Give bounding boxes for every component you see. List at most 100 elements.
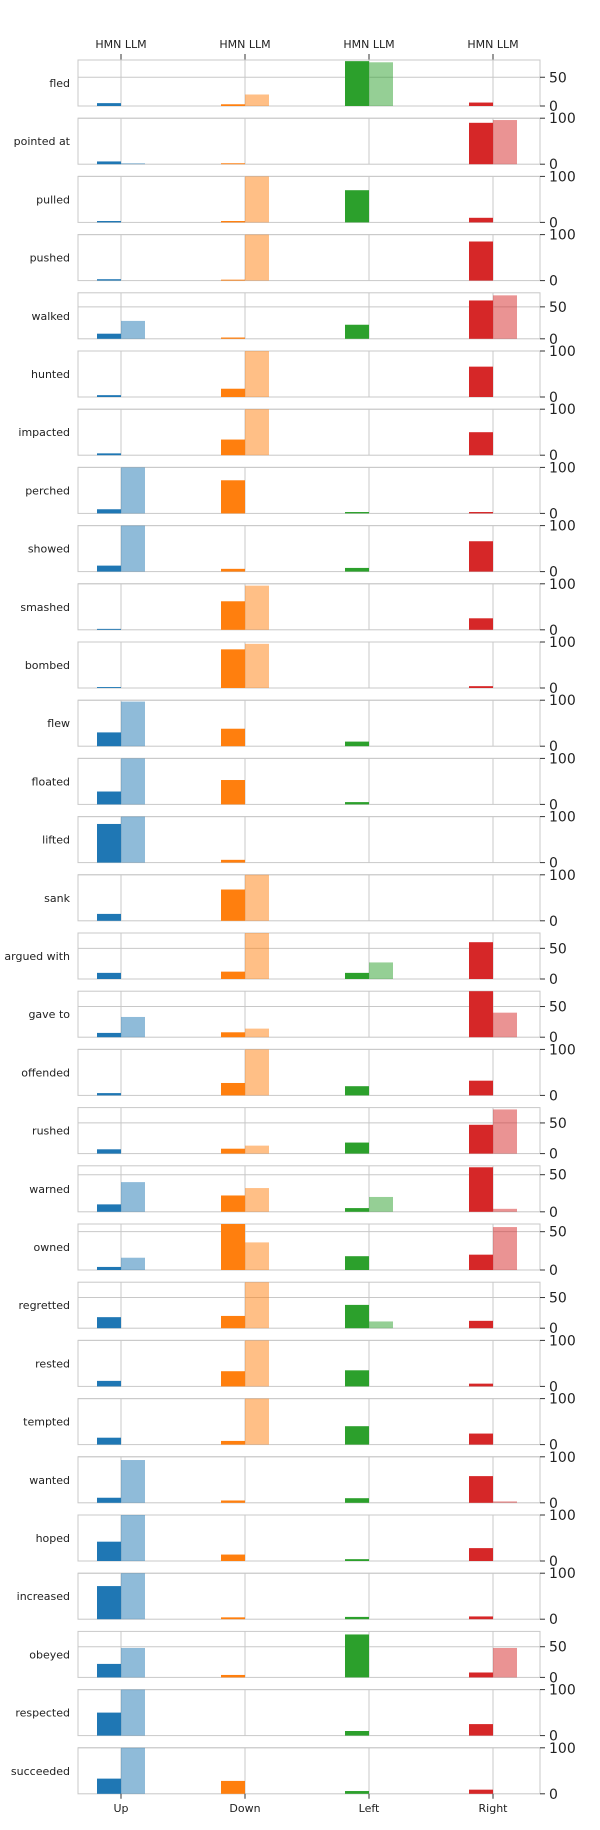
panel-frame [77, 1689, 541, 1737]
bar-hmn-down [221, 859, 245, 863]
panel-hoped: 0 100 hoped [36, 1508, 576, 1570]
bar-hmn-down [221, 279, 245, 281]
bar-hmn-up [97, 221, 121, 223]
verb-label: smashed [20, 601, 70, 614]
bar-hmn-left [345, 1256, 369, 1270]
y-tick-label: 0 [549, 1263, 558, 1279]
panel-succeeded: 0 100 succeeded [11, 1741, 576, 1803]
bar-hmn-up [97, 565, 121, 572]
bar-llm-left [369, 1196, 393, 1212]
panel-frame [77, 525, 541, 573]
panel-frame [77, 874, 541, 922]
verb-label: increased [17, 1590, 70, 1603]
bar-hmn-down [221, 1195, 245, 1212]
panel-wanted: 0 100 wanted [29, 1450, 576, 1512]
y-tick-label: 100 [549, 519, 576, 535]
y-tick-label: 50 [549, 70, 567, 86]
y-tick-label: 0 [549, 972, 558, 988]
bar-llm-up [121, 1257, 145, 1270]
y-tick-label: 50 [549, 1640, 567, 1656]
bar-llm-down [245, 1242, 269, 1270]
bar-llm-down [245, 234, 269, 281]
bar-hmn-up [97, 1437, 121, 1445]
bar-hmn-down [221, 971, 245, 979]
panel-rushed: 0 50 rushed [32, 1107, 567, 1163]
verb-label: flew [47, 717, 70, 730]
panel-respected: 0 100 respected [15, 1683, 575, 1745]
bar-hmn-right [469, 512, 493, 514]
panel-pushed: 0 100 pushed [30, 228, 576, 290]
bar-hmn-left [345, 1731, 369, 1736]
panel-bombed: 0 100 bombed [25, 635, 576, 697]
panel-frame [77, 816, 541, 864]
y-tick-label: 0 [549, 1496, 558, 1512]
bar-hmn-down [221, 1617, 245, 1620]
bar-hmn-left [345, 1426, 369, 1445]
bar-hmn-up [97, 161, 121, 165]
bar-llm-up [121, 758, 145, 805]
bar-hmn-down [221, 568, 245, 572]
y-tick-label: 100 [549, 1741, 576, 1757]
bar-hmn-up [97, 279, 121, 281]
panel-pulled: 0 100 pulled [36, 169, 576, 231]
verb-label: fled [49, 77, 70, 90]
y-tick-label: 100 [549, 344, 576, 360]
bar-hmn-right [469, 432, 493, 456]
y-tick-label: 0 [549, 215, 558, 231]
bar-hmn-right [469, 217, 493, 223]
y-tick-label: 0 [549, 390, 558, 406]
panel-smashed: 0 100 smashed [20, 577, 575, 639]
bar-hmn-down [221, 388, 245, 397]
y-tick-label: 50 [549, 300, 567, 316]
bar-hmn-down [221, 1032, 245, 1038]
bar-llm-down [245, 94, 269, 106]
y-tick-label: 100 [549, 1508, 576, 1524]
bar-hmn-up [97, 1266, 121, 1270]
y-tick-label: 0 [549, 1670, 558, 1686]
verb-label: sank [44, 892, 70, 905]
bar-hmn-down [221, 728, 245, 747]
y-tick-label: 0 [549, 506, 558, 522]
bar-hmn-down [221, 1440, 245, 1445]
y-tick-label: 50 [549, 1225, 567, 1241]
panel-frame [77, 1281, 541, 1329]
top-tick-label-1: HMN LLM [219, 38, 270, 51]
verb-label: bombed [25, 659, 70, 672]
bar-hmn-left [345, 1498, 369, 1503]
bar-hmn-left [345, 1559, 369, 1561]
x-tick-label-up: Up [113, 1802, 128, 1815]
bar-llm-down [245, 1398, 269, 1445]
bar-hmn-right [469, 618, 493, 630]
bar-hmn-down [221, 1780, 245, 1794]
panel-gave-to: 0 50 gave to [28, 990, 567, 1046]
y-tick-label: 100 [549, 1683, 576, 1699]
bar-hmn-left [345, 1086, 369, 1096]
bar-hmn-left [345, 190, 369, 223]
panel-obeyed: 0 50 obeyed [29, 1630, 567, 1686]
verb-label: regretted [19, 1299, 70, 1312]
verb-label: argued with [4, 950, 70, 963]
bar-llm-up [121, 1016, 145, 1038]
bar-llm-up [121, 1460, 145, 1503]
panel-regretted: 0 50 regretted [19, 1281, 567, 1337]
bar-hmn-down [221, 649, 245, 688]
y-tick-label: 0 [549, 1729, 558, 1745]
x-tick-label-down: Down [229, 1802, 260, 1815]
bar-llm-down [245, 1340, 269, 1387]
panel-frame [77, 990, 541, 1038]
bar-llm-right [493, 1109, 517, 1154]
y-tick-label: 100 [549, 1392, 576, 1408]
verb-label: gave to [28, 1008, 70, 1021]
bar-llm-down [245, 585, 269, 630]
verb-label: owned [34, 1241, 70, 1254]
verb-label: warned [29, 1183, 70, 1196]
verb-label: lifted [42, 834, 70, 847]
y-tick-label: 50 [549, 941, 567, 957]
bar-hmn-up [97, 628, 121, 630]
bar-hmn-down [221, 780, 245, 805]
bar-llm-right [493, 1012, 517, 1038]
bar-hmn-up [97, 395, 121, 397]
y-tick-label: 100 [549, 577, 576, 593]
bar-llm-down [245, 1145, 269, 1154]
y-tick-label: 0 [549, 1787, 558, 1803]
